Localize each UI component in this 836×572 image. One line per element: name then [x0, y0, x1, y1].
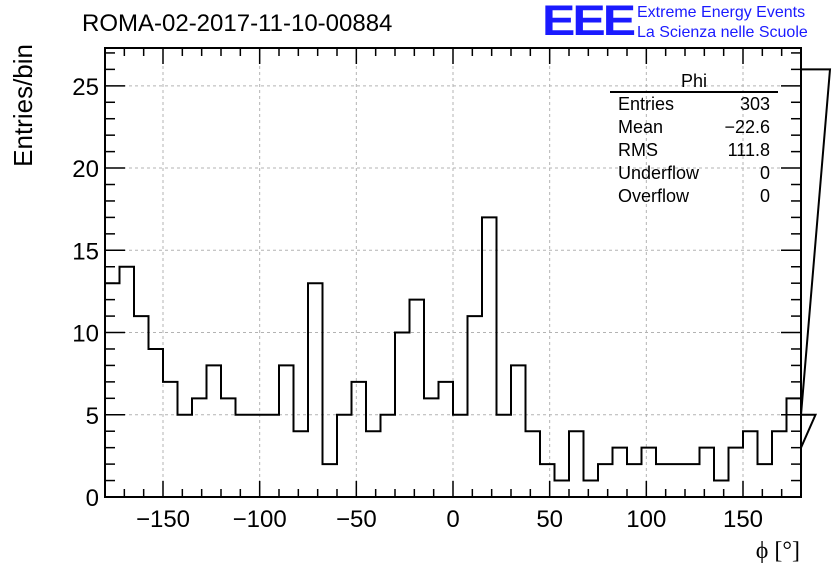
run-title: ROMA-02-2017-11-10-00884 — [82, 10, 393, 37]
logo-caption: Extreme Energy Events La Scienza nelle S… — [637, 3, 808, 43]
y-tick-labels: 0 5 10 15 20 25 — [72, 74, 99, 512]
y-tick-label: 20 — [72, 156, 99, 183]
stats-value: 0 — [759, 163, 770, 183]
stats-label: Mean — [618, 117, 664, 137]
logo-caption-line1: Extreme Energy Events — [637, 4, 806, 21]
stats-value: −22.6 — [724, 117, 770, 137]
stats-value: 303 — [739, 94, 770, 114]
x-tick-labels: −150 −100 −50 0 50 100 150 — [136, 506, 763, 533]
axis-ticks — [104, 48, 802, 498]
stats-label: RMS — [618, 140, 658, 160]
x-tick-label: −50 — [336, 506, 377, 533]
x-tick-label: −150 — [136, 506, 190, 533]
y-tick-label: 15 — [72, 238, 99, 265]
y-tick-label: 25 — [72, 74, 99, 101]
y-axis-title: Entries/bin — [8, 44, 38, 167]
y-tick-label: 5 — [86, 403, 99, 430]
eee-logo: EEE — [542, 0, 636, 45]
stats-value: 0 — [759, 186, 770, 206]
stats-row-overflow: Overflow 0 — [610, 185, 778, 208]
y-tick-label: 10 — [72, 321, 99, 348]
x-tick-label: 150 — [723, 506, 763, 533]
x-tick-label: 0 — [446, 506, 459, 533]
stats-label: Entries — [618, 94, 675, 114]
stats-label: Overflow — [618, 186, 690, 206]
x-axis-title: ϕ [°] — [756, 538, 800, 564]
stats-box: Phi Entries 303 Mean −22.6 RMS 111.8 Und… — [610, 72, 778, 208]
stats-label: Underflow — [618, 163, 700, 183]
stats-row-underflow: Underflow 0 — [610, 162, 778, 185]
histogram-step-line — [105, 68, 832, 482]
y-tick-label: 0 — [86, 485, 99, 512]
stats-row-rms: RMS 111.8 — [610, 139, 778, 162]
x-tick-label: −100 — [233, 506, 287, 533]
stats-value: 111.8 — [727, 140, 770, 160]
x-tick-label: 100 — [626, 506, 666, 533]
x-tick-label: 50 — [536, 506, 563, 533]
logo-caption-line2: La Scienza nelle Scuole — [637, 24, 808, 41]
stats-row-mean: Mean −22.6 — [610, 116, 778, 139]
stats-title: Phi — [610, 72, 778, 93]
stats-row-entries: Entries 303 — [610, 93, 778, 116]
grid-lines — [105, 48, 801, 497]
